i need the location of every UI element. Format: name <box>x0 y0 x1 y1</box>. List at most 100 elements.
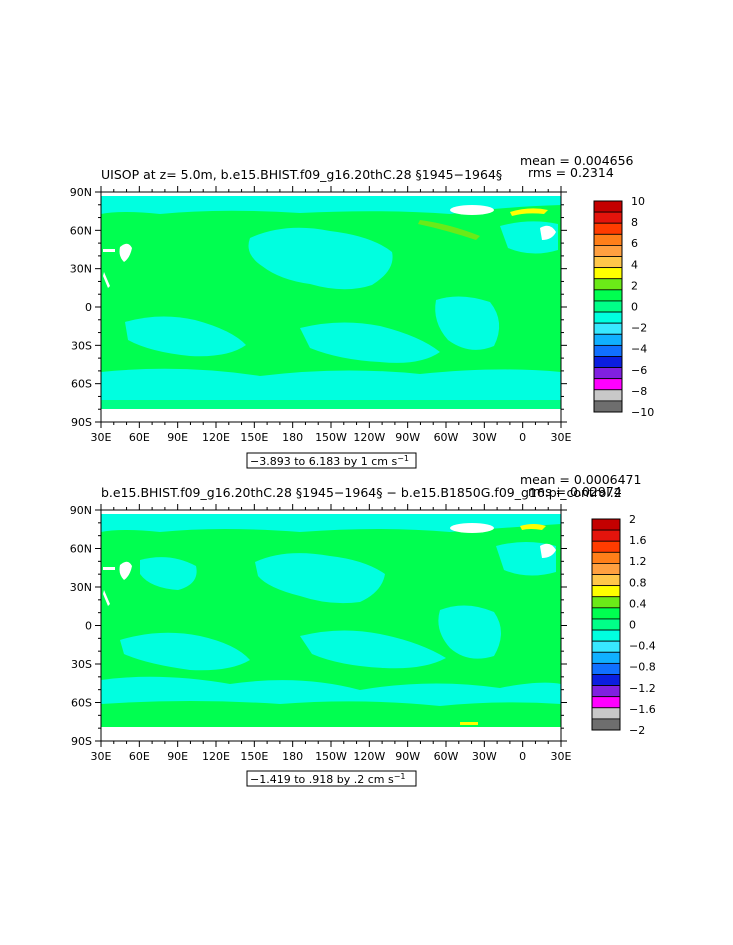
colorbar-label: −1.6 <box>629 703 656 716</box>
colorbar-swatch <box>591 551 621 564</box>
colorbar-swatch <box>591 596 621 609</box>
colorbar-frame <box>593 200 623 413</box>
x-tick-label: 60E <box>129 750 150 763</box>
y-tick-label: 90S <box>71 735 92 748</box>
colorbar-swatch <box>593 322 623 335</box>
x-tick-label: 120W <box>353 750 385 763</box>
x-tick-label: 90W <box>395 750 420 763</box>
y-tick-label: 60S <box>71 378 92 391</box>
colorbar-swatch <box>593 333 623 346</box>
panel-2-nodata-patch-2 <box>119 561 132 580</box>
panel-1-nodata-patch-4 <box>103 272 110 288</box>
colorbar-swatch <box>591 585 621 598</box>
x-tick-label: 90E <box>167 750 188 763</box>
colorbar-label: −1.2 <box>629 682 656 695</box>
colorbar-label: −0.8 <box>629 661 656 674</box>
x-tick-label: 180 <box>282 431 303 444</box>
colorbar-swatch <box>591 529 621 542</box>
colorbar-swatch <box>593 289 623 302</box>
colorbar-swatch <box>591 651 621 664</box>
panel-1-nodata-patch-1 <box>450 205 494 215</box>
y-tick-label: 60N <box>70 224 92 237</box>
x-tick-label: 30W <box>472 431 497 444</box>
panel-2-rms: rms = 0.02974 <box>528 484 622 499</box>
panel-1-range-label: −3.893 to 6.183 by 1 cm s−1 <box>250 454 409 468</box>
colorbar-label: 1.2 <box>629 555 647 568</box>
x-tick-label: 120W <box>353 431 385 444</box>
colorbar-label: −10 <box>631 406 654 419</box>
y-tick-label: 30N <box>70 263 92 276</box>
x-tick-label: 60E <box>129 431 150 444</box>
colorbar-label: 8 <box>631 216 638 229</box>
colorbar-swatch <box>593 200 623 213</box>
colorbar-label: 6 <box>631 237 638 250</box>
colorbar-swatch <box>593 267 623 280</box>
colorbar-swatch <box>591 674 621 686</box>
x-tick-label: 30E <box>551 750 572 763</box>
panel-2-mean: mean = 0.0006471 <box>520 472 641 487</box>
panel-2-nodata-patch-4 <box>103 590 110 606</box>
panel-1-region-north-pacific <box>248 227 393 290</box>
panel-1-rms: rms = 0.2314 <box>528 165 614 180</box>
colorbar-label: 2 <box>631 279 638 292</box>
panel-2-region-indian <box>120 632 250 671</box>
y-tick-label: 90N <box>70 186 92 199</box>
y-tick-label: 0 <box>85 301 92 314</box>
panel-2-range-label: −1.419 to .918 by .2 cm s−1 <box>250 772 406 786</box>
y-tick-label: 30S <box>71 658 92 671</box>
y-tick-label: 90N <box>70 504 92 517</box>
colorbar-swatch <box>591 685 621 698</box>
colorbar-swatch <box>593 356 623 368</box>
x-tick-label: 150W <box>315 750 347 763</box>
panel-2-hotspot-south <box>460 722 478 725</box>
panel-2: b.e15.BHIST.f09_g16.20thC.28 §1945−1964§… <box>70 472 656 787</box>
colorbar-label: 0 <box>629 619 636 632</box>
colorbar-label: −0.4 <box>629 640 656 653</box>
y-tick-label: 60S <box>71 697 92 710</box>
colorbar-swatch <box>593 222 623 235</box>
panel-1-region-south-strip <box>101 400 561 409</box>
panel-2-north-nodata <box>101 510 561 514</box>
panel-1-region-atlantic <box>435 296 500 350</box>
colorbar-label: −2 <box>631 322 647 335</box>
x-tick-label: 90W <box>395 431 420 444</box>
colorbar-label: −6 <box>631 364 647 377</box>
panel-2-range-superscript: −1 <box>394 772 406 781</box>
x-tick-label: 30W <box>472 750 497 763</box>
colorbar-label: 1.6 <box>629 534 647 547</box>
colorbar-swatch <box>593 256 623 269</box>
x-tick-label: 30E <box>91 750 112 763</box>
colorbar-swatch <box>593 311 623 324</box>
colorbar-swatch <box>591 662 621 675</box>
x-tick-label: 150E <box>240 431 268 444</box>
panel-1-nodata-patch-3 <box>103 249 115 252</box>
panel-2-region-north-pacific <box>255 553 385 604</box>
x-tick-label: 90E <box>167 431 188 444</box>
colorbar-swatch <box>593 233 623 246</box>
panel-2-region-arctic <box>101 514 561 532</box>
panel-1-south-nodata <box>101 409 561 422</box>
colorbar-swatch <box>593 367 623 380</box>
panel-1-mean: mean = 0.004656 <box>520 153 634 168</box>
colorbar-label: 0.8 <box>629 576 647 589</box>
colorbar-label: 0.4 <box>629 597 647 610</box>
panel-1-region-arctic <box>101 196 561 214</box>
panel-2-region-southern-band <box>101 676 561 706</box>
panel-2-range-box <box>246 770 417 787</box>
colorbar-frame <box>591 518 621 731</box>
panel-2-title: b.e15.BHIST.f09_g16.20thC.28 §1945−1964§… <box>101 485 622 500</box>
panel-1-nodata-patch-5 <box>540 225 556 240</box>
colorbar-swatch <box>593 378 623 391</box>
panel-1-hotspot-arctic <box>418 220 480 240</box>
panel-2-field <box>101 510 561 741</box>
colorbar-swatch <box>593 211 623 224</box>
panel-1-range-superscript: −1 <box>397 454 409 463</box>
colorbar-swatch <box>591 640 621 653</box>
x-tick-label: 120E <box>202 750 230 763</box>
panel-1-region-south-pacific <box>300 322 440 363</box>
colorbar-swatch <box>591 618 621 631</box>
panel-2-region-east-pacific <box>300 630 446 669</box>
x-tick-label: 180 <box>282 750 303 763</box>
panel-2-nodata-patch-3 <box>103 567 115 570</box>
